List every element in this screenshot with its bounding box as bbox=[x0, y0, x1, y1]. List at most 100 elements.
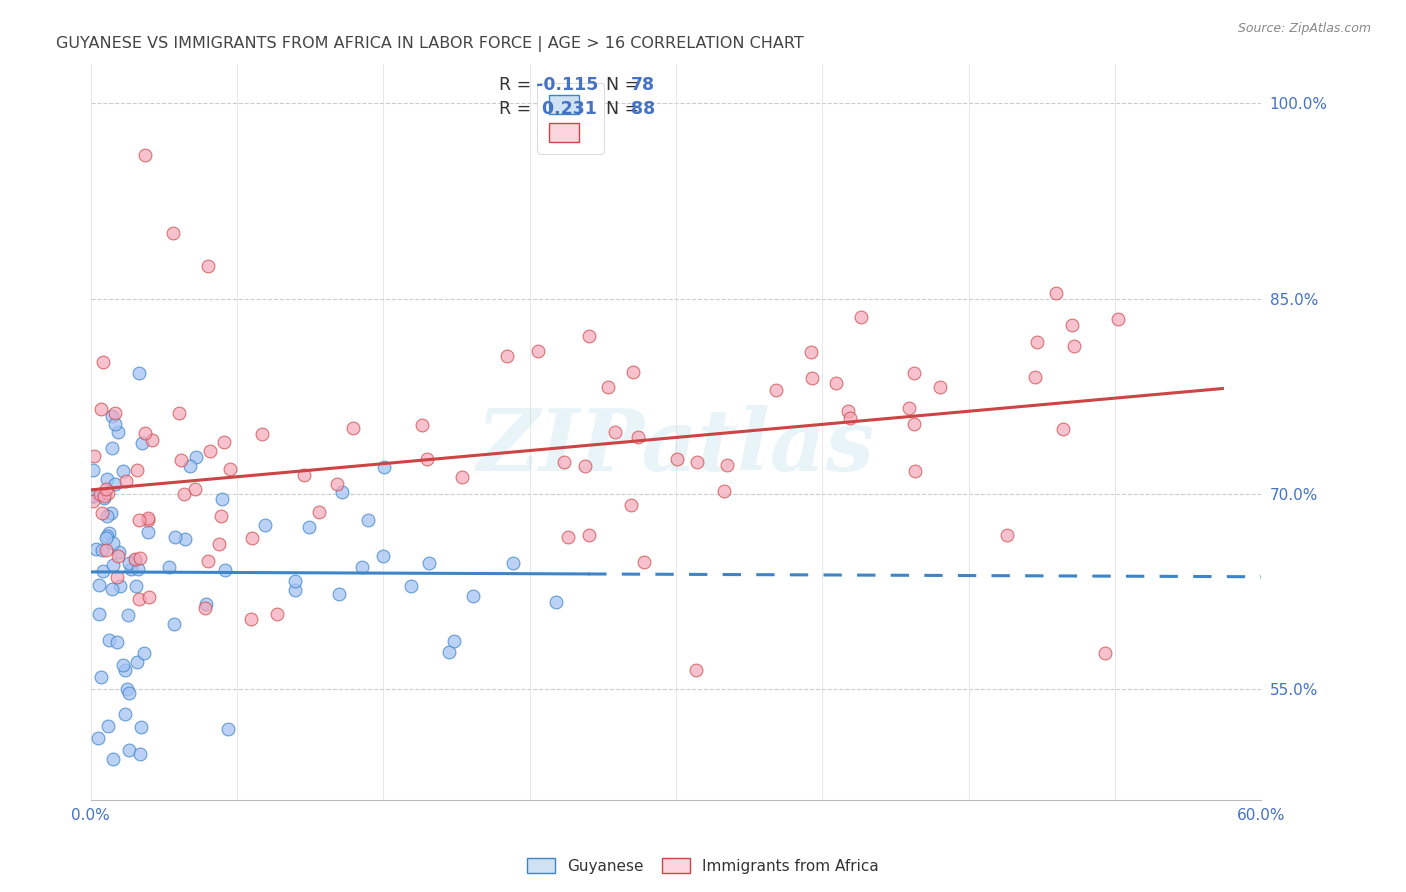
Point bbox=[217, 722, 239, 736]
Point bbox=[685, 455, 707, 469]
Point bbox=[100, 442, 122, 456]
Point bbox=[82, 494, 104, 508]
Point bbox=[91, 565, 114, 579]
Point bbox=[598, 379, 620, 393]
Point bbox=[627, 430, 650, 444]
Point bbox=[437, 645, 460, 659]
Point bbox=[141, 433, 163, 447]
Text: R =: R = bbox=[499, 76, 537, 94]
Point bbox=[179, 458, 201, 473]
Point bbox=[1024, 370, 1046, 384]
Point bbox=[253, 518, 276, 533]
Point bbox=[132, 646, 155, 660]
Text: 0.231: 0.231 bbox=[536, 100, 596, 118]
Point bbox=[107, 549, 129, 563]
Point bbox=[837, 404, 859, 418]
Text: R =: R = bbox=[499, 100, 537, 118]
Point bbox=[326, 477, 349, 491]
Point bbox=[801, 371, 824, 385]
Point bbox=[330, 484, 353, 499]
Point bbox=[125, 579, 148, 593]
Point bbox=[163, 530, 186, 544]
Point bbox=[115, 682, 138, 697]
Point bbox=[93, 491, 115, 505]
Point bbox=[94, 482, 117, 496]
Point bbox=[90, 543, 112, 558]
Point bbox=[401, 579, 423, 593]
Point bbox=[1026, 335, 1049, 350]
Point bbox=[104, 417, 127, 432]
Point bbox=[134, 425, 156, 440]
Point bbox=[90, 402, 112, 417]
Point bbox=[129, 720, 152, 734]
Point bbox=[118, 686, 141, 700]
Point bbox=[240, 612, 263, 626]
Point bbox=[101, 752, 124, 766]
Point bbox=[214, 563, 236, 577]
Point bbox=[553, 454, 575, 468]
Point bbox=[443, 634, 465, 648]
Point bbox=[170, 453, 193, 467]
Point bbox=[167, 406, 190, 420]
Point bbox=[194, 600, 217, 615]
Point bbox=[713, 483, 735, 498]
Point bbox=[120, 562, 142, 576]
Point bbox=[111, 464, 134, 478]
Text: 88: 88 bbox=[631, 100, 655, 118]
Point bbox=[308, 505, 330, 519]
Point bbox=[98, 526, 121, 541]
Point bbox=[197, 259, 219, 273]
Text: GUYANESE VS IMMIGRANTS FROM AFRICA IN LABOR FORCE | AGE > 16 CORRELATION CHART: GUYANESE VS IMMIGRANTS FROM AFRICA IN LA… bbox=[56, 36, 804, 52]
Point bbox=[357, 513, 380, 527]
Point bbox=[198, 443, 221, 458]
Point bbox=[418, 557, 440, 571]
Point bbox=[83, 449, 105, 463]
Point bbox=[208, 537, 231, 551]
Point bbox=[995, 527, 1018, 541]
Legend: , : , bbox=[537, 84, 605, 153]
Point bbox=[124, 553, 146, 567]
Point bbox=[125, 656, 148, 670]
Point bbox=[96, 529, 118, 543]
Point bbox=[284, 574, 307, 589]
Point bbox=[838, 411, 860, 425]
Point bbox=[851, 310, 873, 325]
Text: Source: ZipAtlas.com: Source: ZipAtlas.com bbox=[1237, 22, 1371, 36]
Point bbox=[96, 509, 118, 524]
Point bbox=[94, 543, 117, 558]
Point bbox=[621, 365, 644, 379]
Point bbox=[544, 595, 567, 609]
Point bbox=[107, 425, 129, 439]
Point bbox=[1052, 422, 1074, 436]
Point bbox=[97, 486, 120, 500]
Point bbox=[87, 607, 110, 621]
Point bbox=[495, 349, 517, 363]
Point bbox=[157, 559, 180, 574]
Point bbox=[96, 472, 118, 486]
Point bbox=[136, 525, 159, 540]
Point bbox=[557, 529, 579, 543]
Point bbox=[416, 452, 439, 467]
Point bbox=[903, 417, 925, 432]
Point bbox=[128, 366, 150, 380]
Point bbox=[211, 492, 233, 507]
Point bbox=[111, 657, 134, 672]
Point bbox=[89, 487, 111, 501]
Point bbox=[104, 477, 127, 491]
Point bbox=[411, 417, 433, 432]
Point bbox=[897, 401, 920, 416]
Point bbox=[107, 570, 129, 584]
Point bbox=[1063, 339, 1085, 353]
Point bbox=[131, 436, 153, 450]
Point bbox=[578, 329, 600, 343]
Point bbox=[1045, 286, 1067, 301]
Point bbox=[578, 528, 600, 542]
Point bbox=[218, 462, 240, 476]
Point bbox=[94, 531, 117, 545]
Point bbox=[97, 719, 120, 733]
Point bbox=[173, 532, 195, 546]
Text: N =: N = bbox=[595, 100, 644, 118]
Point bbox=[184, 450, 207, 464]
Point bbox=[129, 551, 152, 566]
Point bbox=[212, 435, 235, 450]
